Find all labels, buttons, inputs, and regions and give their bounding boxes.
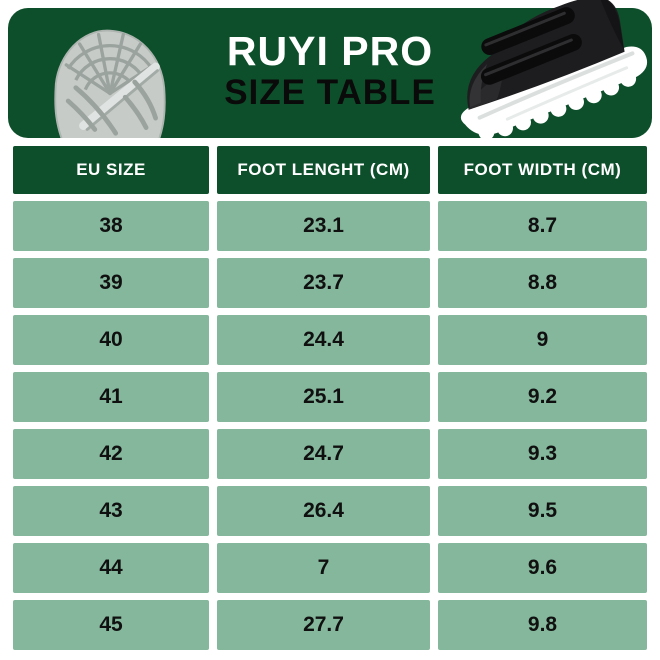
size-table-subtitle: SIZE TABLE xyxy=(224,73,436,113)
eu-size-cell: 44 xyxy=(13,543,209,593)
eu-size-cell: 45 xyxy=(13,600,209,650)
shoe-sole-image xyxy=(54,29,166,138)
column-header-foot-length: FOOT LENGHT (CM) xyxy=(217,146,430,194)
foot-width-cell: 8.7 xyxy=(438,201,647,251)
eu-size-cell: 39 xyxy=(13,258,209,308)
foot-length-cell: 26.4 xyxy=(217,486,430,536)
foot-length-cell: 23.1 xyxy=(217,201,430,251)
title-block: RUYI PRO SIZE TABLE xyxy=(224,31,436,112)
foot-width-cell: 9.8 xyxy=(438,600,647,650)
foot-length-cell: 27.7 xyxy=(217,600,430,650)
eu-size-cell: 43 xyxy=(13,486,209,536)
foot-width-cell: 9.6 xyxy=(438,543,647,593)
foot-width-cell: 9.5 xyxy=(438,486,647,536)
foot-width-cell: 9 xyxy=(438,315,647,365)
product-title: RUYI PRO xyxy=(226,28,434,75)
foot-width-cell: 9.2 xyxy=(438,372,647,422)
eu-size-cell: 42 xyxy=(13,429,209,479)
foot-length-cell: 24.4 xyxy=(217,315,430,365)
eu-size-cell: 38 xyxy=(13,201,209,251)
foot-length-cell: 7 xyxy=(217,543,430,593)
foot-length-cell: 24.7 xyxy=(217,429,430,479)
foot-width-cell: 8.8 xyxy=(438,258,647,308)
size-table: EU SIZE FOOT LENGHT (CM) FOOT WIDTH (CM) 38… xyxy=(13,146,647,650)
eu-size-cell: 41 xyxy=(13,372,209,422)
foot-length-cell: 25.1 xyxy=(217,372,430,422)
column-header-foot-width: FOOT WIDTH (CM) xyxy=(438,146,647,194)
foot-length-cell: 23.7 xyxy=(217,258,430,308)
header-banner: RUYI PRO SIZE TABLE xyxy=(8,0,652,141)
banner-background xyxy=(8,8,652,138)
foot-width-cell: 9.3 xyxy=(438,429,647,479)
eu-size-cell: 40 xyxy=(13,315,209,365)
sneaker-image xyxy=(460,0,648,141)
column-header-eu-size: EU SIZE xyxy=(13,146,209,194)
